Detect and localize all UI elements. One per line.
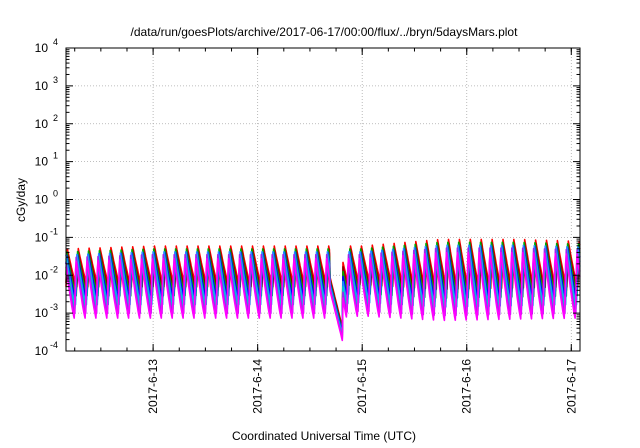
x-tick-label: 2017-6-16 — [460, 359, 474, 414]
y-tick-label: 10 — [35, 193, 49, 207]
y-tick-exponent: -3 — [50, 302, 58, 312]
y-tick-exponent: 2 — [53, 113, 58, 123]
x-tick-label: 2017-6-15 — [355, 359, 369, 414]
y-tick-label: 10 — [35, 41, 49, 55]
y-tick-label: 10 — [35, 268, 49, 282]
y-tick-label: 10 — [35, 117, 49, 131]
series-group — [65, 238, 581, 342]
y-axis-label: cGy/day — [14, 178, 28, 222]
x-tick-label: 2017-6-17 — [564, 359, 578, 414]
y-tick-label: 10 — [35, 306, 49, 320]
y-tick-label: 10 — [35, 155, 49, 169]
series-line — [65, 251, 581, 342]
y-tick-exponent: 1 — [53, 151, 58, 161]
chart-title: /data/run/goesPlots/archive/2017-06-17/0… — [131, 25, 519, 39]
y-tick-exponent: 3 — [53, 75, 58, 85]
y-tick-exponent: -2 — [50, 264, 58, 274]
y-tick-exponent: -4 — [50, 340, 58, 350]
y-tick-label: 10 — [35, 230, 49, 244]
y-tick-label: 10 — [35, 79, 49, 93]
y-tick-exponent: -1 — [50, 226, 58, 236]
x-tick-label: 2017-6-13 — [146, 359, 160, 414]
x-axis-label: Coordinated Universal Time (UTC) — [232, 429, 416, 443]
y-tick-label: 10 — [35, 344, 49, 358]
x-tick-label: 2017-6-14 — [251, 359, 265, 414]
y-tick-exponent: 4 — [53, 37, 58, 47]
y-tick-exponent: 0 — [53, 189, 58, 199]
